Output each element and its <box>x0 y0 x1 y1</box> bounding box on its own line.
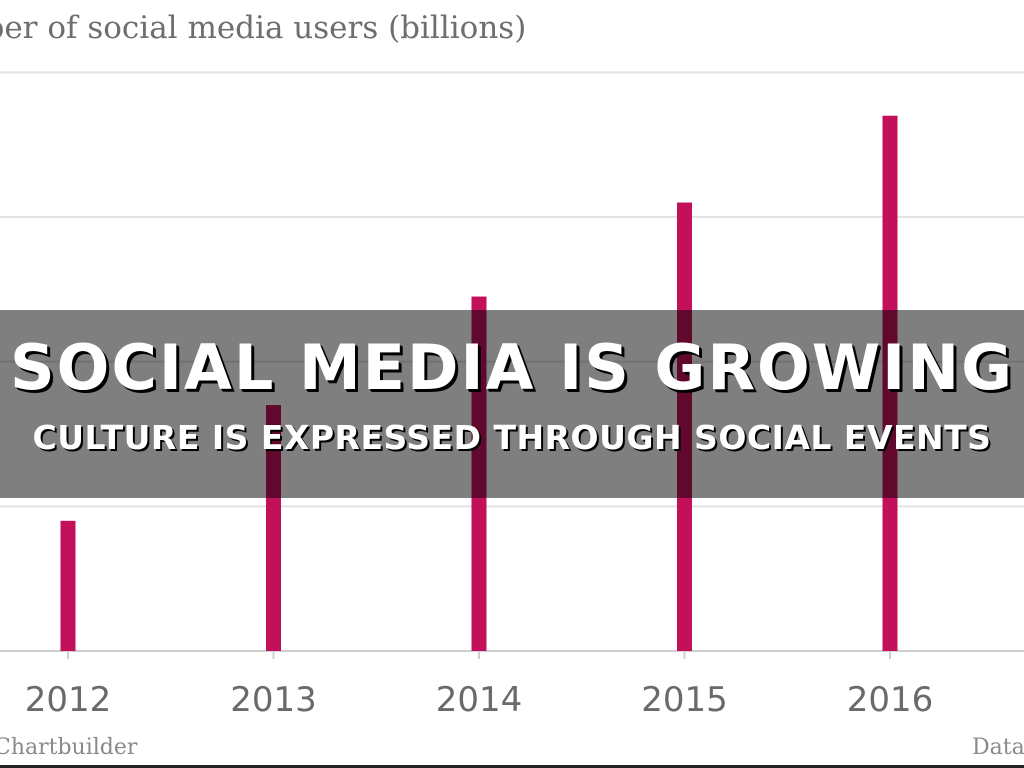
data-source-label: Data <box>972 735 1024 760</box>
bottom-rule <box>0 765 1024 768</box>
x-tick-label-2015: 2015 <box>641 680 728 720</box>
bar-2012 <box>60 520 76 651</box>
x-tick-label-2013: 2013 <box>230 680 317 720</box>
headline: SOCIAL MEDIA IS GROWING <box>9 331 1015 404</box>
chart-title: Number of social media users (billions) <box>0 10 526 46</box>
x-tick-label-2016: 2016 <box>847 680 934 720</box>
subheadline: CULTURE IS EXPRESSED THROUGH SOCIAL EVEN… <box>32 418 992 458</box>
source-credit: Chartbuilder <box>0 735 138 760</box>
x-tick-label-2012: 2012 <box>25 680 112 720</box>
x-axis-ticks: 2012 2013 2014 2015 2016 <box>25 651 934 720</box>
x-tick-label-2014: 2014 <box>436 680 523 720</box>
title-overlay: SOCIAL MEDIA IS GROWING CULTURE IS EXPRE… <box>0 310 1024 498</box>
